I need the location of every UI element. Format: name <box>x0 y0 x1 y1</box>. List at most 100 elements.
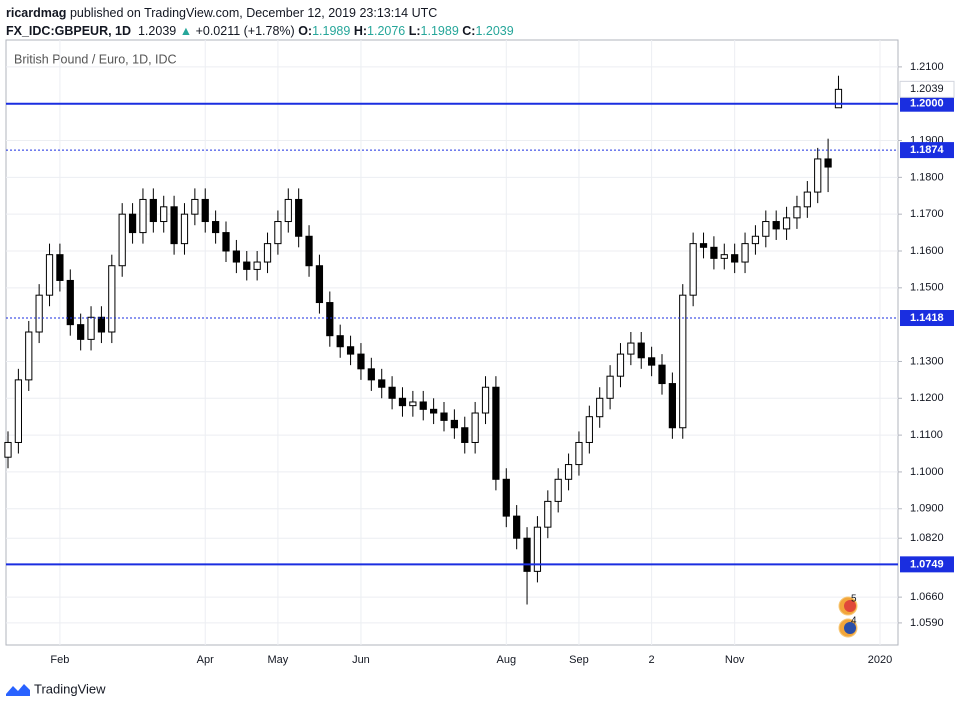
candle-body <box>824 158 832 168</box>
candle-body <box>741 243 749 263</box>
candle-body <box>25 331 33 381</box>
candle-body <box>56 254 64 281</box>
event-flag <box>844 622 856 634</box>
y-tick-label: 1.1100 <box>910 429 943 441</box>
c-value: 1.2039 <box>475 24 514 38</box>
candle-body <box>762 221 770 237</box>
candle-body <box>409 401 417 407</box>
candle-body <box>357 353 365 370</box>
symbol: FX_IDC:GBPEUR, 1D <box>6 24 132 38</box>
candle-body <box>128 213 137 234</box>
candle-body <box>378 379 386 388</box>
candle-body <box>284 198 292 223</box>
x-tick-label: Apr <box>197 654 214 666</box>
publisher: ricardmag <box>6 6 67 20</box>
candle-body <box>658 364 666 385</box>
candle-body <box>513 515 521 539</box>
candle-body <box>751 235 760 245</box>
x-tick-label: Feb <box>50 654 69 666</box>
event-count: 4 <box>851 616 857 627</box>
c-label: C: <box>462 24 476 38</box>
x-tick-label: 2020 <box>868 654 892 666</box>
o-value: 1.1989 <box>312 24 351 38</box>
publish-info: published on TradingView.com, December 1… <box>69 6 438 20</box>
x-tick-label: Jun <box>352 654 370 666</box>
y-tick-label: 1.2100 <box>910 61 944 73</box>
candle-body <box>720 254 728 259</box>
header: ricardmag published on TradingView.com, … <box>6 4 514 40</box>
x-tick-label: Aug <box>496 654 516 666</box>
candle-body <box>212 221 220 234</box>
candle-body <box>627 342 635 355</box>
y-tick-label: 1.1700 <box>910 208 944 220</box>
candle-body <box>149 198 157 223</box>
candle-body <box>471 412 479 443</box>
candle-body <box>731 254 739 263</box>
plot-frame <box>5 39 899 646</box>
y-tick-label: 1.0660 <box>910 591 944 603</box>
candle-body <box>4 441 12 458</box>
candle-body <box>575 441 583 466</box>
candle-body <box>533 526 542 572</box>
candle-body <box>430 408 438 414</box>
candle-body <box>596 397 604 418</box>
brand-name: TradingView <box>34 681 106 696</box>
candle-body <box>793 206 801 219</box>
candle-body <box>772 221 780 230</box>
candle-body <box>97 316 106 333</box>
candle-body <box>243 261 251 270</box>
candle-body <box>191 198 199 215</box>
candle-body <box>170 206 178 245</box>
candle-body <box>834 88 843 109</box>
y-tick-label: 1.0820 <box>910 532 944 544</box>
candle-body <box>803 191 811 208</box>
x-tick-label: Sep <box>569 654 589 666</box>
x-tick-label: 2 <box>649 654 655 666</box>
candle-body <box>305 235 313 267</box>
candle-body <box>77 324 85 340</box>
candle-body <box>637 342 645 359</box>
y-tick-label: 1.1800 <box>910 171 944 183</box>
candle-body <box>554 478 562 502</box>
candle-body <box>180 213 189 245</box>
candle-body <box>440 412 448 421</box>
candle-body <box>481 386 490 414</box>
candle-body <box>66 279 74 326</box>
candle-body <box>564 464 573 480</box>
candle-body <box>87 316 95 340</box>
level-label-box <box>900 142 954 159</box>
o-label: O: <box>298 24 313 38</box>
candle-body <box>502 478 510 517</box>
y-tick-label: 1.0590 <box>910 617 944 629</box>
level-label: 1.1874 <box>910 144 945 156</box>
l-label: L: <box>408 24 421 38</box>
candle-body <box>201 198 209 223</box>
candle-body <box>648 357 656 366</box>
candle-body <box>398 397 407 407</box>
level-label-box <box>900 556 954 573</box>
candle-body <box>668 383 676 429</box>
y-tick-label: 1.0900 <box>910 503 944 515</box>
event-count: 5 <box>851 594 857 605</box>
level-label: 1.0749 <box>910 558 944 570</box>
candle-body <box>14 379 22 443</box>
candle-body <box>326 302 334 337</box>
h-value: 1.2076 <box>367 24 406 38</box>
event-flag <box>844 600 856 612</box>
candle-body <box>689 243 697 296</box>
brand-logo <box>6 684 30 696</box>
symbol-line: FX_IDC:GBPEUR, 1D 1.2039 ▲ +0.0211 (+1.7… <box>6 22 514 40</box>
candle-body <box>253 261 261 270</box>
y-tick-label: 1.1300 <box>910 355 944 367</box>
arrow: ▲ <box>179 24 193 38</box>
candle-body <box>274 221 282 245</box>
l-value: 1.1989 <box>420 24 459 38</box>
candle-body <box>585 416 593 443</box>
level-label-box <box>900 95 954 112</box>
y-tick-label: 1.1500 <box>910 282 944 294</box>
candle-body <box>222 232 230 252</box>
y-tick-label: 1.1600 <box>910 245 944 257</box>
candle-body <box>523 537 531 572</box>
